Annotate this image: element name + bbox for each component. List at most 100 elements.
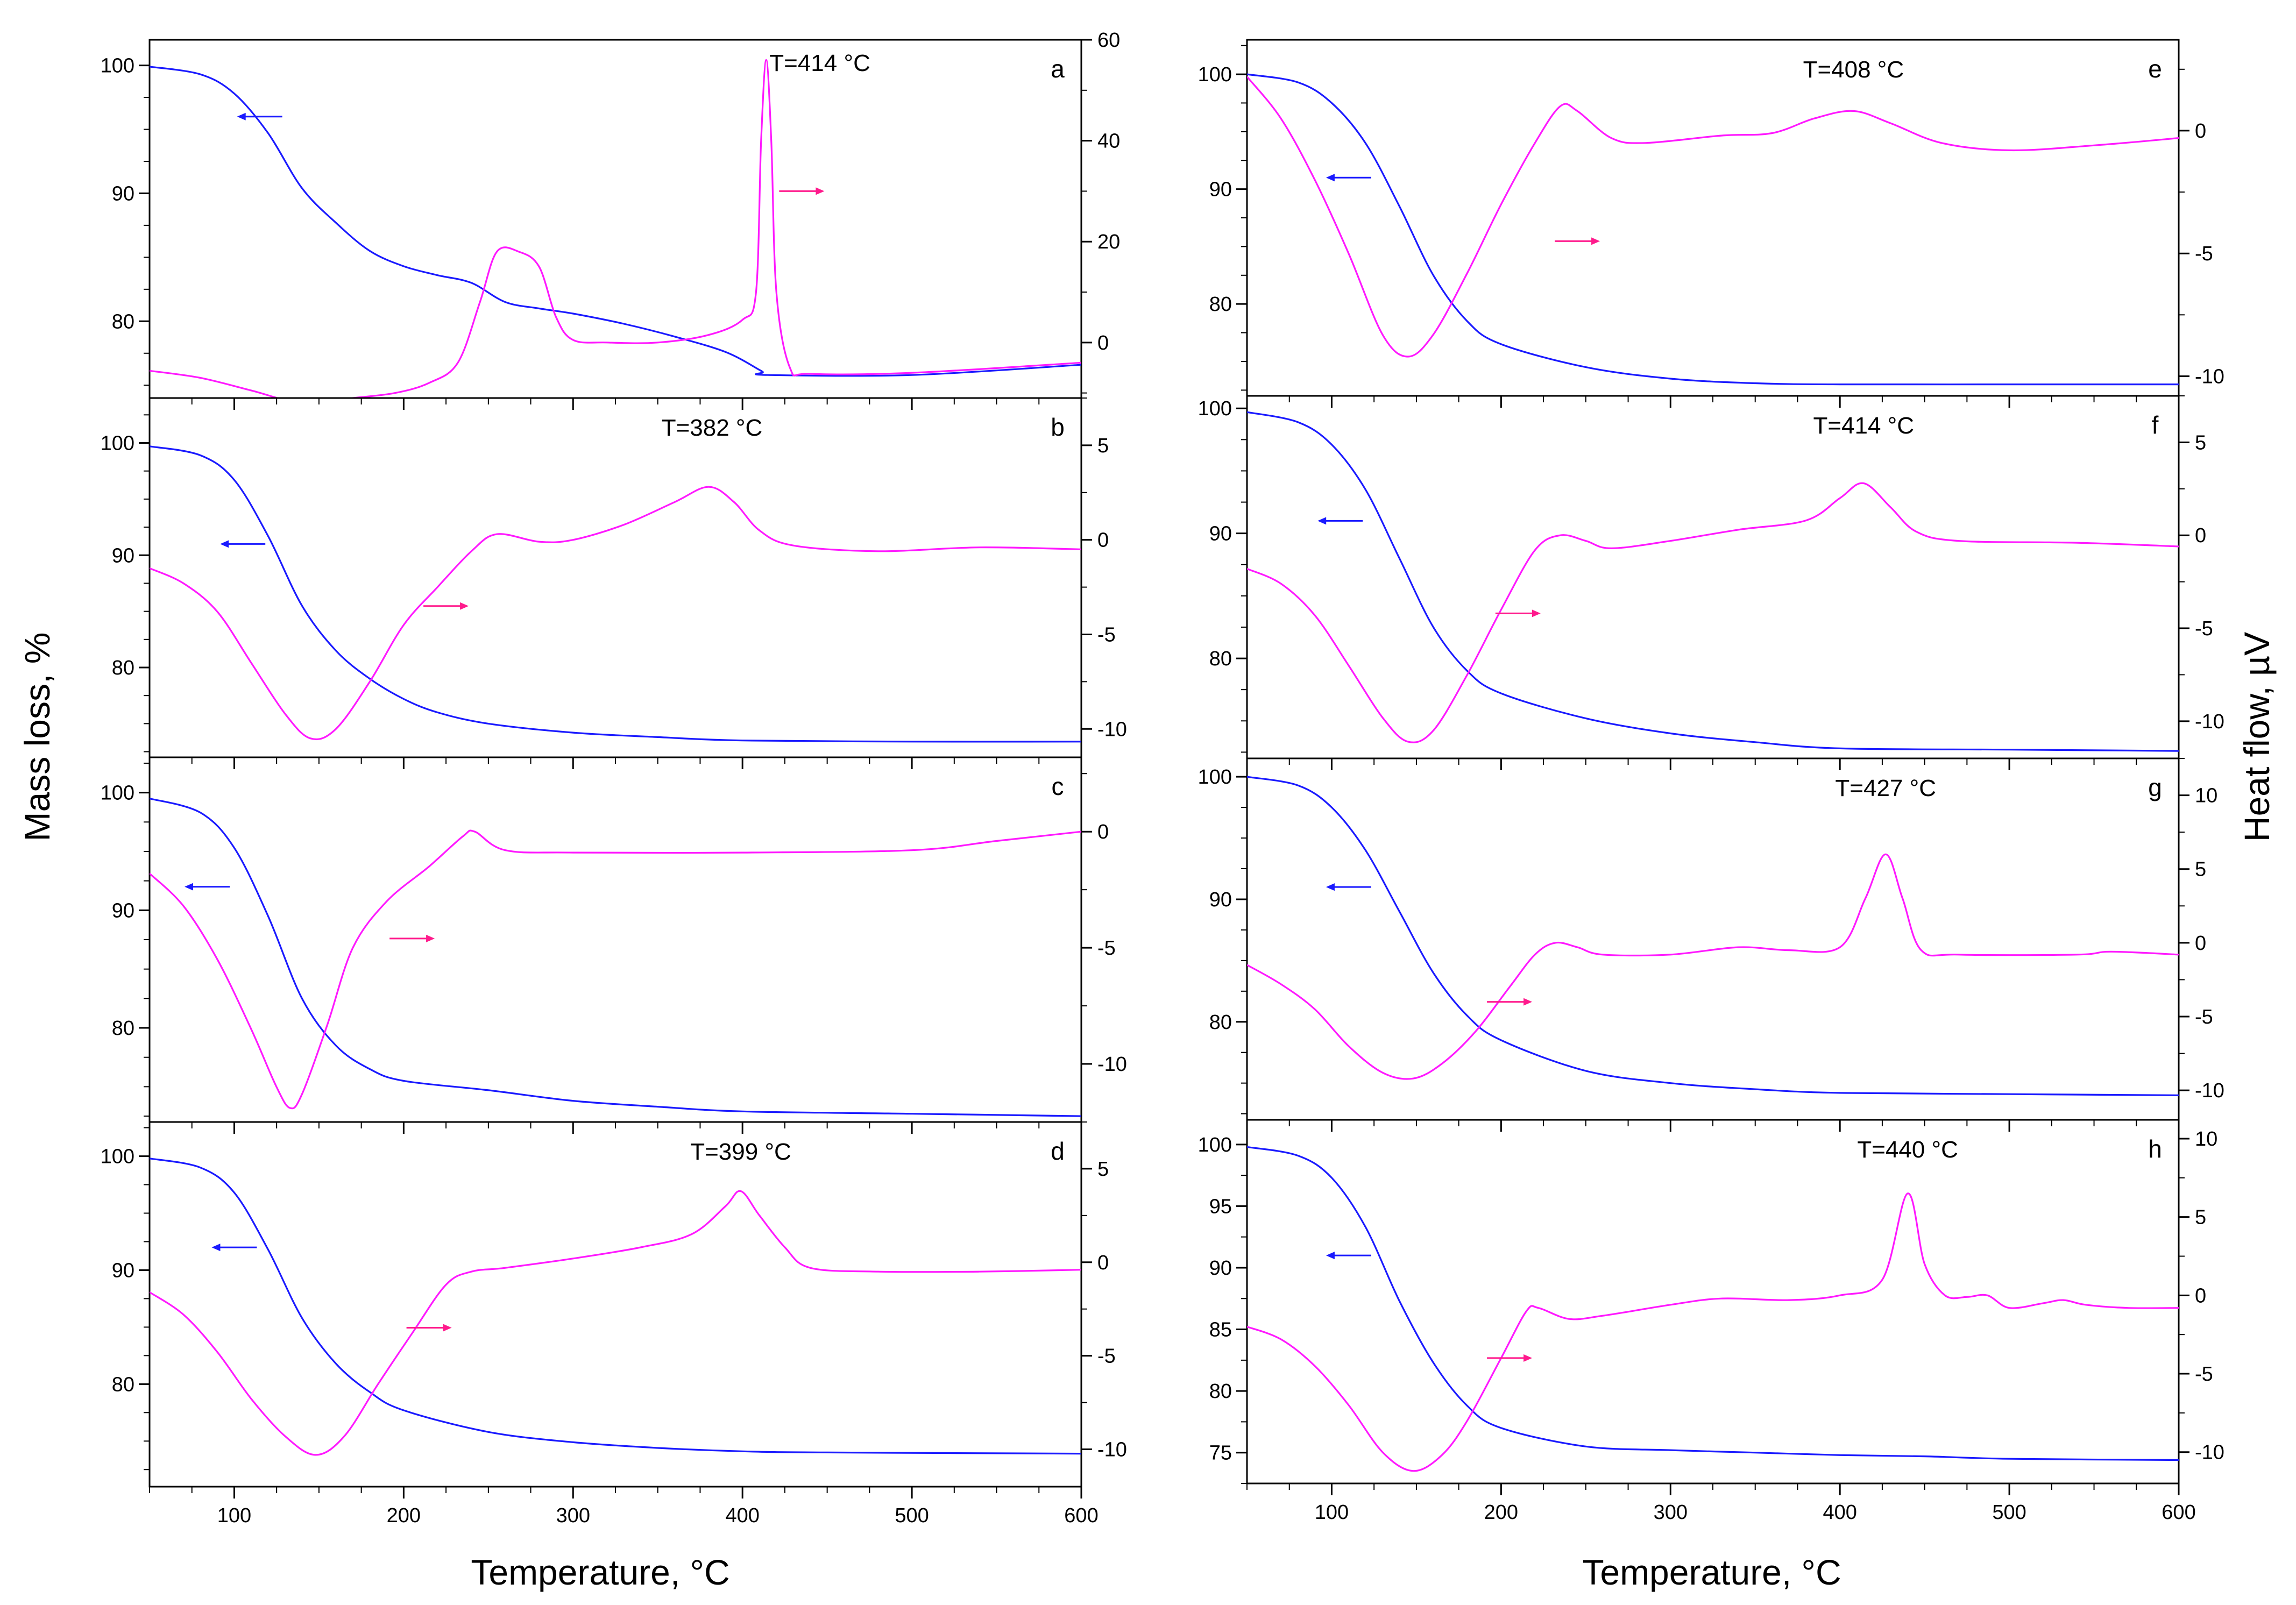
arrow-left-icon [220,540,266,548]
right-tick-label: -5 [2195,243,2213,265]
left-tick-label: 90 [112,182,134,205]
left-tick-label: 90 [1209,523,1232,545]
panel-frame [1246,757,2180,1121]
panel-frame [148,756,1082,1123]
mass-loss-line [1247,73,2179,386]
left-tick-label: 80 [112,1373,134,1396]
right-tick-label: 5 [1097,1158,1109,1181]
left-tick-label: 100 [101,1146,134,1168]
left-tick-label: 80 [1209,293,1232,316]
left-tick-label: 80 [1209,648,1232,670]
peak-annotation: T=414 °C [1813,413,1914,439]
heat-flow-line [150,486,1081,741]
mass-loss-line [150,797,1081,1117]
left-tick-label: 100 [1198,1134,1232,1156]
mass-loss-line [1247,1146,2179,1461]
peak-annotation: T=414 °C [769,50,870,76]
heat-flow-line [150,59,1081,398]
left-tick-label: 80 [1209,1380,1232,1403]
peak-annotation: T=399 °C [690,1139,791,1165]
panel-letter: f [2152,411,2159,439]
x-tick-label: 400 [725,1504,759,1527]
x-tick-label: 300 [1654,1501,1688,1524]
panel-letter: a [1051,55,1065,83]
x-tick-label: 200 [387,1504,421,1527]
left-tick-label: 100 [101,55,134,77]
left-tick-label: 100 [101,782,134,805]
heat-flow-line [150,1190,1081,1456]
y-axis-title-right: Heat flow, µV [2237,632,2277,842]
right-tick-label: 0 [1097,529,1109,552]
mass-loss-line [1247,776,2179,1096]
panel-a: 80 90 100 0 20 40 60 a T=414 °C [101,29,1120,410]
panel-d: 100 200 300 400 500 600 80 90 100 -10 -5 0 5 d T=399 °… [101,1121,1127,1527]
right-tick-label: -10 [1097,718,1127,741]
arrow-right-icon [1555,237,1600,245]
panel-h: 100 200 300 400 500 600 75 80 85 90 95 100 -10 -5 0 5 10… [1198,1119,2224,1524]
x-tick-label: 500 [895,1504,929,1527]
panel-frame [148,39,1082,399]
peak-annotation: T=427 °C [1835,775,1936,801]
peak-annotation: T=408 °C [1803,56,1904,83]
peak-annotation: T=382 °C [662,415,763,441]
left-tick-label: 80 [1209,1011,1232,1034]
x-tick-label: 500 [1992,1501,2026,1524]
left-tick-label: 100 [1198,397,1232,420]
right-tick-label: 5 [2195,431,2206,454]
panel-c: 80 90 100 -10 -5 0 c [101,756,1127,1134]
x-tick-label: 400 [1823,1501,1856,1524]
panel-letter: c [1052,772,1064,800]
left-tick-label: 95 [1209,1195,1232,1218]
heat-flow-line [1247,482,2179,743]
right-tick-label: -5 [1097,623,1116,646]
arrow-right-icon [423,602,469,610]
panel-g: 80 90 100 -10 -5 0 5 10 g T=427 °C [1198,757,2224,1132]
right-tick-label: 5 [1097,435,1109,457]
right-tick-label: -10 [1097,1053,1127,1076]
panel-frame [1246,1119,2180,1485]
right-tick-label: -10 [2195,365,2224,388]
right-tick-label: 10 [2195,785,2217,807]
left-tick-label: 100 [1198,63,1232,86]
mass-loss-line [1247,411,2179,752]
right-tick-label: -5 [2195,1363,2213,1386]
left-tick-label: 80 [112,310,134,333]
arrow-right-icon [1495,609,1541,617]
heat-flow-line [150,829,1081,1110]
right-tick-label: -10 [2195,711,2224,733]
heat-flow-line [1247,76,2179,358]
arrow-left-icon [1326,1252,1371,1260]
right-tick-label: 5 [2195,1206,2206,1229]
right-tick-label: 0 [2195,1284,2206,1307]
left-tick-label: 90 [112,1259,134,1282]
x-tick-label: 100 [1315,1501,1349,1524]
right-tick-label: -5 [1097,937,1116,960]
arrow-left-icon [1317,517,1363,525]
x-tick-label: 600 [2162,1501,2195,1524]
arrow-right-icon [1487,1354,1533,1362]
right-tick-label: 0 [2195,932,2206,955]
panel-letter: g [2148,773,2162,801]
panel-letter: b [1051,413,1065,441]
peak-annotation: T=440 °C [1857,1137,1958,1163]
mass-loss-line [150,66,1081,377]
y-axis-title-left: Mass loss, % [17,633,57,842]
x-tick-label: 600 [1064,1504,1098,1527]
left-tick-label: 85 [1209,1319,1232,1341]
right-tick-label: -10 [2195,1441,2224,1464]
heat-flow-line [1247,853,2179,1080]
x-axis-title-right: Temperature, °C [1582,1552,1841,1592]
right-tick-label: 0 [2195,120,2206,143]
right-tick-label: 60 [1097,29,1120,52]
heat-flow-line [1247,1192,2179,1472]
left-tick-label: 90 [1209,889,1232,911]
panel-letter: e [2148,55,2162,83]
arrow-right-icon [779,187,825,195]
right-tick-label: 40 [1097,130,1120,153]
x-tick-label: 300 [556,1504,590,1527]
panel-frame [1246,395,2180,759]
right-tick-label: 0 [1097,1252,1109,1274]
right-tick-label: 20 [1097,231,1120,253]
right-tick-label: 0 [2195,524,2206,547]
